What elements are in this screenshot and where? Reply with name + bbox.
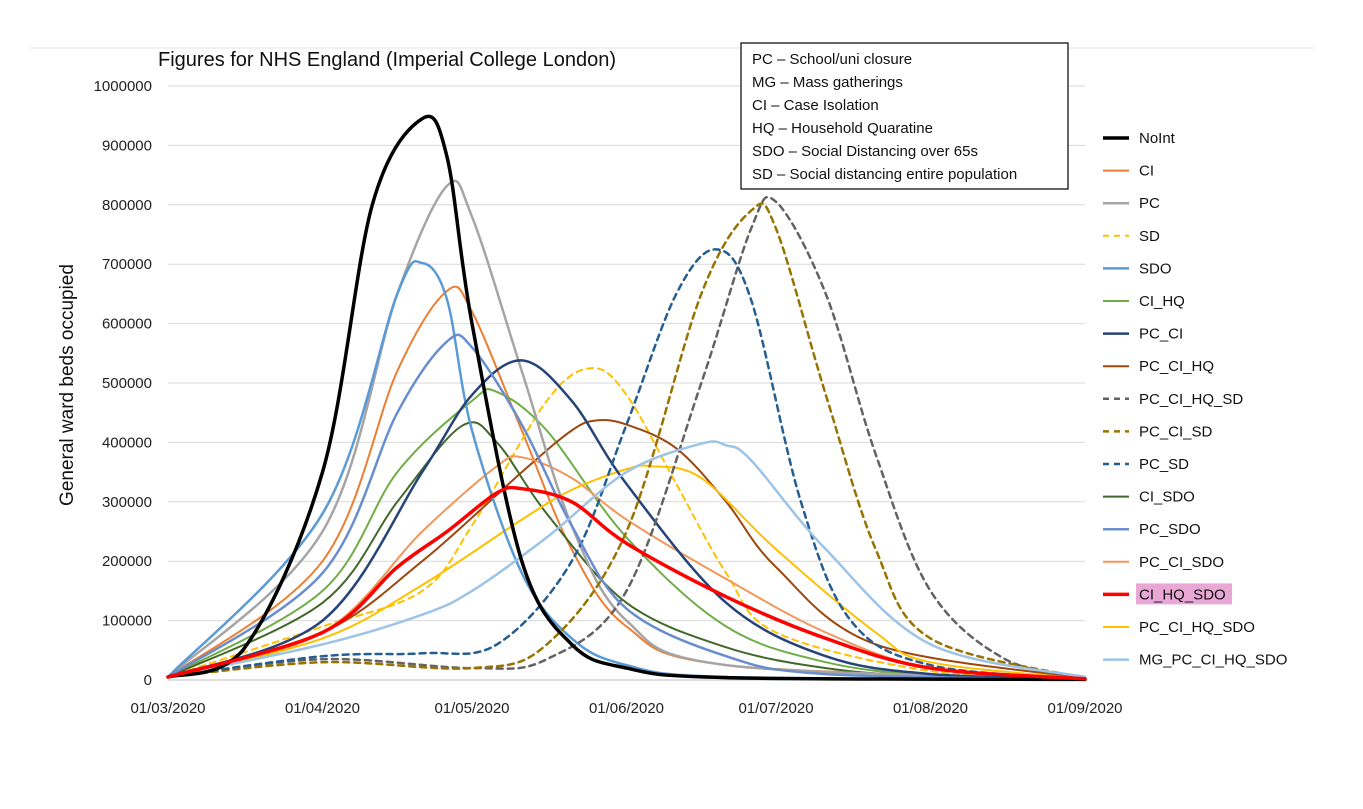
note-hq: HQ – Household Quaratine	[752, 120, 933, 137]
series-line-pc-ci	[166, 359, 1087, 681]
x-axis-ticks: 01/03/2020 01/04/2020 01/05/2020 01/06/2020…	[130, 700, 1122, 717]
y-tick-label: 100000	[102, 613, 152, 630]
y-tick-label: 400000	[102, 434, 152, 451]
x-tick-label: 01/05/2020	[434, 700, 509, 717]
x-tick-label: 01/03/2020	[130, 700, 205, 717]
x-tick-label: 01/06/2020	[589, 700, 664, 717]
x-tick-label: 01/04/2020	[285, 700, 360, 717]
y-axis-ticks: 0 100000 200000 300000 400000 500000 600000 700…	[94, 78, 152, 689]
series-line-pc-ci-sd	[166, 202, 1087, 680]
y-tick-label: 0	[144, 672, 152, 689]
series-line-ci-hq-sdo	[166, 485, 1087, 681]
legend-label: PC_CI_SDO	[1139, 554, 1224, 571]
notes-box-frame	[740, 42, 1069, 190]
note-sdo: SDO – Social Distancing over 65s	[752, 143, 978, 160]
legend: NoInt CI PC SD SDO CI_HQ PC_CI PC_CI_HQ PC_CI_HQ…	[1103, 130, 1287, 669]
x-tick-label: 01/09/2020	[1047, 700, 1122, 717]
legend-label: MG_PC_CI_HQ_SDO	[1139, 652, 1287, 669]
series-line-pc-ci-hq	[167, 418, 1086, 680]
legend-label: NoInt	[1139, 130, 1176, 147]
x-tick-label: 01/08/2020	[893, 700, 968, 717]
y-tick-label: 700000	[102, 256, 152, 273]
y-tick-label: 300000	[102, 494, 152, 511]
legend-label: CI_HQ_SDO	[1139, 586, 1226, 603]
y-tick-label: 800000	[102, 197, 152, 214]
note-pc: PC – School/uni closure	[752, 51, 912, 68]
series-line-mg-pc-ci-hq-sdo	[166, 440, 1087, 679]
legend-label: PC_CI	[1139, 326, 1183, 343]
series-line-pc-sd	[166, 248, 1087, 681]
series-line-noint	[166, 114, 1087, 682]
note-ci: CI – Case Isolation	[752, 97, 879, 114]
legend-label: CI_HQ	[1139, 293, 1185, 310]
x-tick-label: 01/07/2020	[738, 700, 813, 717]
series-line-pc	[166, 179, 1087, 681]
series-line-pc-sdo	[166, 333, 1087, 681]
y-tick-label: 1000000	[94, 78, 152, 95]
legend-label: PC_SDO	[1139, 521, 1201, 538]
legend-highlight	[1136, 583, 1232, 605]
y-tick-label: 900000	[102, 137, 152, 154]
legend-label: PC	[1139, 195, 1160, 212]
y-tick-label: 600000	[102, 316, 152, 333]
chart-title: Figures for NHS England (Imperial Colleg…	[158, 49, 616, 71]
legend-label: PC_CI_HQ_SDO	[1139, 619, 1255, 636]
series-line-pc-ci-sdo	[167, 454, 1086, 680]
note-mg: MG – Mass gatherings	[752, 74, 903, 91]
legend-label: PC_SD	[1139, 456, 1189, 473]
legend-label: CI_SDO	[1139, 489, 1195, 506]
legend-label: CI	[1139, 163, 1154, 180]
series-line-sd	[167, 367, 1086, 680]
series-line-ci-hq	[167, 388, 1086, 680]
series-lines	[166, 114, 1087, 682]
notes-box: PC – School/uni closure MG – Mass gather…	[740, 42, 1069, 190]
legend-label: SDO	[1139, 260, 1172, 277]
legend-label: PC_CI_HQ_SD	[1139, 391, 1243, 408]
legend-label: PC_CI_HQ	[1139, 358, 1214, 375]
legend-label: SD	[1139, 228, 1160, 245]
y-tick-label: 500000	[102, 375, 152, 392]
y-axis-label: General ward beds occupied	[57, 264, 78, 506]
note-sd: SD – Social distancing entire population	[752, 166, 1017, 183]
y-tick-label: 200000	[102, 553, 152, 570]
legend-label: PC_CI_SD	[1139, 423, 1213, 440]
